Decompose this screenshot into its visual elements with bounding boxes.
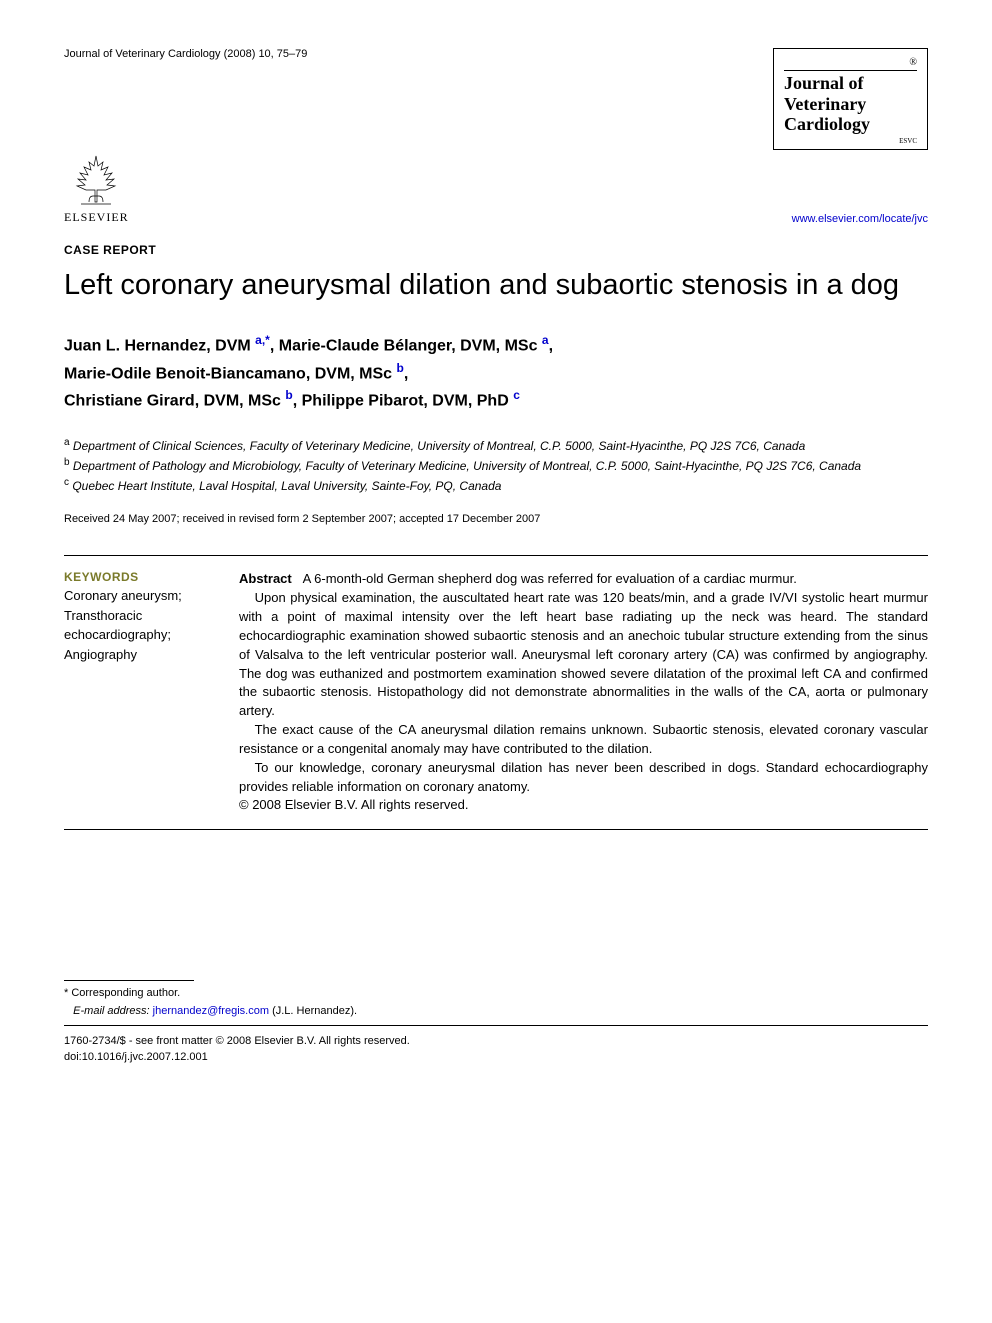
author-list: Juan L. Hernandez, DVM a,*, Marie-Claude… [64,331,928,413]
affil-sup: b [64,457,70,468]
affiliation: b Department of Pathology and Microbiolo… [64,455,928,475]
affiliation: a Department of Clinical Sciences, Facul… [64,435,928,455]
email-label: E-mail address: [73,1005,149,1017]
divider [64,829,928,830]
abstract-p1-text: A 6-month-old German shepherd dog was re… [303,571,797,586]
affil-sup: a [64,437,70,448]
elsevier-tree-icon [71,152,121,208]
email-line: E-mail address: jhernandez@fregis.com (J… [64,1005,928,1017]
divider [64,1025,928,1026]
author-affil-link[interactable]: a,* [255,333,270,347]
journal-box-line2: Veterinary [784,94,866,114]
affiliation: c Quebec Heart Institute, Laval Hospital… [64,475,928,495]
author-sep: , [293,392,302,409]
publisher-name: ELSEVIER [64,210,129,225]
footnotes-block: * Corresponding author. E-mail address: … [64,980,928,1017]
journal-title-box: ® Journal of Veterinary Cardiology ESVC [773,48,928,150]
keywords-list: Coronary aneurysm; Transthoracic echocar… [64,586,219,664]
author-sep: , [549,338,553,355]
journal-box-subscript: ESVC [784,137,917,145]
affil-sup: c [64,477,69,488]
author-sep: , [270,338,279,355]
footnote-rule [64,980,194,981]
author-affil-link[interactable]: a [542,333,549,347]
journal-url-link[interactable]: www.elsevier.com/locate/jvc [792,213,928,225]
author-name: Philippe Pibarot, DVM, PhD [302,392,509,409]
article-history: Received 24 May 2007; received in revise… [64,513,928,525]
journal-box-line1: Journal of [784,73,864,93]
abstract-p4: To our knowledge, coronary aneurysmal di… [239,759,928,797]
publisher-row: ELSEVIER www.elsevier.com/locate/jvc [64,152,928,225]
header-row: Journal of Veterinary Cardiology (2008) … [64,48,928,150]
journal-box-title: Journal of Veterinary Cardiology [784,73,917,135]
abstract-copyright: © 2008 Elsevier B.V. All rights reserved… [239,796,928,815]
journal-citation: Journal of Veterinary Cardiology (2008) … [64,48,307,60]
author-affil-link[interactable]: b [285,388,292,402]
abstract-p2: Upon physical examination, the auscultat… [239,589,928,721]
publisher-logo: ELSEVIER [64,152,129,225]
email-link[interactable]: jhernandez@fregis.com [153,1005,269,1017]
keywords-column: KEYWORDS Coronary aneurysm; Transthoraci… [64,570,239,815]
article-title: Left coronary aneurysmal dilation and su… [64,267,928,303]
divider [64,555,928,556]
affil-text: Department of Clinical Sciences, Faculty… [73,439,805,453]
author-affil-link[interactable]: b [397,361,404,375]
affil-text: Quebec Heart Institute, Laval Hospital, … [72,479,501,493]
journal-registered-mark: ® [784,57,917,71]
author-name: Marie-Claude Bélanger, DVM, MSc [279,338,538,355]
section-label: CASE REPORT [64,243,928,257]
author-name: Juan L. Hernandez, DVM [64,338,251,355]
author-name: Christiane Girard, DVM, MSc [64,392,281,409]
doi-line: doi:10.1016/j.jvc.2007.12.001 [64,1050,928,1065]
corresponding-author: * Corresponding author. [64,987,928,999]
email-attribution: (J.L. Hernandez). [272,1005,357,1017]
abstract-keywords-row: KEYWORDS Coronary aneurysm; Transthoraci… [64,570,928,815]
abstract-p3: The exact cause of the CA aneurysmal dil… [239,721,928,759]
affiliations-block: a Department of Clinical Sciences, Facul… [64,435,928,495]
issn-line: 1760-2734/$ - see front matter © 2008 El… [64,1034,928,1049]
keywords-heading: KEYWORDS [64,570,219,584]
affil-text: Department of Pathology and Microbiology… [73,459,861,473]
author-name: Marie-Odile Benoit-Biancamano, DVM, MSc [64,365,392,382]
abstract-label: Abstract [239,571,292,586]
author-affil-link[interactable]: c [513,388,520,402]
abstract-column: Abstract A 6-month-old German shepherd d… [239,570,928,815]
copyright-block: 1760-2734/$ - see front matter © 2008 El… [64,1034,928,1065]
author-sep: , [404,365,408,382]
abstract-p1: Abstract A 6-month-old German shepherd d… [239,570,928,589]
journal-box-line3: Cardiology [784,114,870,134]
